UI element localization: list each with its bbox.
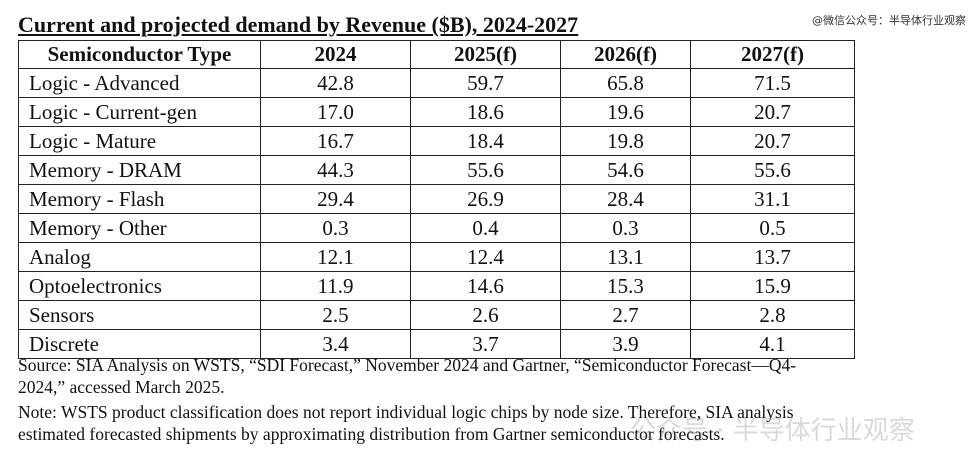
cell-value: 0.5	[690, 213, 855, 243]
cell-value: 2.7	[560, 300, 691, 330]
table-row: Memory - DRAM 44.3 55.6 54.6 55.6	[18, 155, 855, 185]
header-2024: 2024	[260, 40, 411, 69]
cell-value: 13.7	[690, 242, 855, 272]
cell-value: 42.8	[260, 68, 411, 98]
cell-value: 3.9	[560, 329, 691, 359]
cell-type: Analog	[18, 242, 261, 272]
note-line: Note: WSTS product classification does n…	[18, 402, 794, 422]
cell-type: Logic - Advanced	[18, 68, 261, 98]
cell-type: Memory - Flash	[18, 184, 261, 214]
cell-type: Discrete	[18, 329, 261, 359]
cell-value: 31.1	[690, 184, 855, 214]
cell-type: Memory - Other	[18, 213, 261, 243]
cell-type: Logic - Mature	[18, 126, 261, 156]
cell-value: 0.4	[410, 213, 561, 243]
cell-value: 18.6	[410, 97, 561, 127]
cell-value: 16.7	[260, 126, 411, 156]
header-2025: 2025(f)	[410, 40, 561, 69]
watermark-overlay: 公众号 · 半导体行业观察	[630, 416, 915, 446]
table-row: Optoelectronics 11.9 14.6 15.3 15.9	[18, 271, 855, 301]
cell-value: 18.4	[410, 126, 561, 156]
cell-value: 65.8	[560, 68, 691, 98]
cell-value: 29.4	[260, 184, 411, 214]
cell-value: 3.4	[260, 329, 411, 359]
cell-value: 14.6	[410, 271, 561, 301]
cell-value: 0.3	[260, 213, 411, 243]
cell-value: 3.7	[410, 329, 561, 359]
cell-value: 2.6	[410, 300, 561, 330]
source-note: Source: SIA Analysis on WSTS, “SDI Forec…	[18, 354, 796, 398]
table-row: Logic - Advanced 42.8 59.7 65.8 71.5	[18, 68, 855, 98]
header-type: Semiconductor Type	[18, 40, 261, 69]
cell-value: 20.7	[690, 97, 855, 127]
demand-table: Semiconductor Type 2024 2025(f) 2026(f) …	[18, 40, 855, 359]
header-row: Semiconductor Type 2024 2025(f) 2026(f) …	[18, 40, 855, 69]
cell-value: 26.9	[410, 184, 561, 214]
cell-type: Sensors	[18, 300, 261, 330]
table-row: Logic - Mature 16.7 18.4 19.8 20.7	[18, 126, 855, 156]
cell-type: Optoelectronics	[18, 271, 261, 301]
cell-value: 15.3	[560, 271, 691, 301]
cell-value: 59.7	[410, 68, 561, 98]
cell-value: 12.1	[260, 242, 411, 272]
source-line: 2024,” accessed March 2025.	[18, 377, 225, 397]
cell-value: 28.4	[560, 184, 691, 214]
cell-type: Logic - Current-gen	[18, 97, 261, 127]
cell-type: Memory - DRAM	[18, 155, 261, 185]
note-line: estimated forecasted shipments by approx…	[18, 424, 725, 444]
table-title: Current and projected demand by Revenue …	[18, 12, 579, 37]
header-2027: 2027(f)	[690, 40, 855, 69]
cell-value: 11.9	[260, 271, 411, 301]
cell-value: 4.1	[690, 329, 855, 359]
cell-value: 15.9	[690, 271, 855, 301]
cell-value: 19.8	[560, 126, 691, 156]
cell-value: 54.6	[560, 155, 691, 185]
header-2026: 2026(f)	[560, 40, 691, 69]
table-row: Analog 12.1 12.4 13.1 13.7	[18, 242, 855, 272]
cell-value: 71.5	[690, 68, 855, 98]
watermark-text: @微信公众号：半导体行业观察	[812, 14, 966, 27]
table-row: Memory - Other 0.3 0.4 0.3 0.5	[18, 213, 855, 243]
methodology-note: Note: WSTS product classification does n…	[18, 401, 794, 445]
source-line: Source: SIA Analysis on WSTS, “SDI Forec…	[18, 355, 797, 375]
cell-value: 17.0	[260, 97, 411, 127]
table-row: Sensors 2.5 2.6 2.7 2.8	[18, 300, 855, 330]
cell-value: 13.1	[560, 242, 691, 272]
table-row: Discrete 3.4 3.7 3.9 4.1	[18, 329, 855, 359]
table-row: Logic - Current-gen 17.0 18.6 19.6 20.7	[18, 97, 855, 127]
cell-value: 2.8	[690, 300, 855, 330]
cell-value: 20.7	[690, 126, 855, 156]
cell-value: 12.4	[410, 242, 561, 272]
cell-value: 0.3	[560, 213, 691, 243]
cell-value: 19.6	[560, 97, 691, 127]
cell-value: 55.6	[690, 155, 855, 185]
cell-value: 2.5	[260, 300, 411, 330]
cell-value: 44.3	[260, 155, 411, 185]
cell-value: 55.6	[410, 155, 561, 185]
table-row: Memory - Flash 29.4 26.9 28.4 31.1	[18, 184, 855, 214]
